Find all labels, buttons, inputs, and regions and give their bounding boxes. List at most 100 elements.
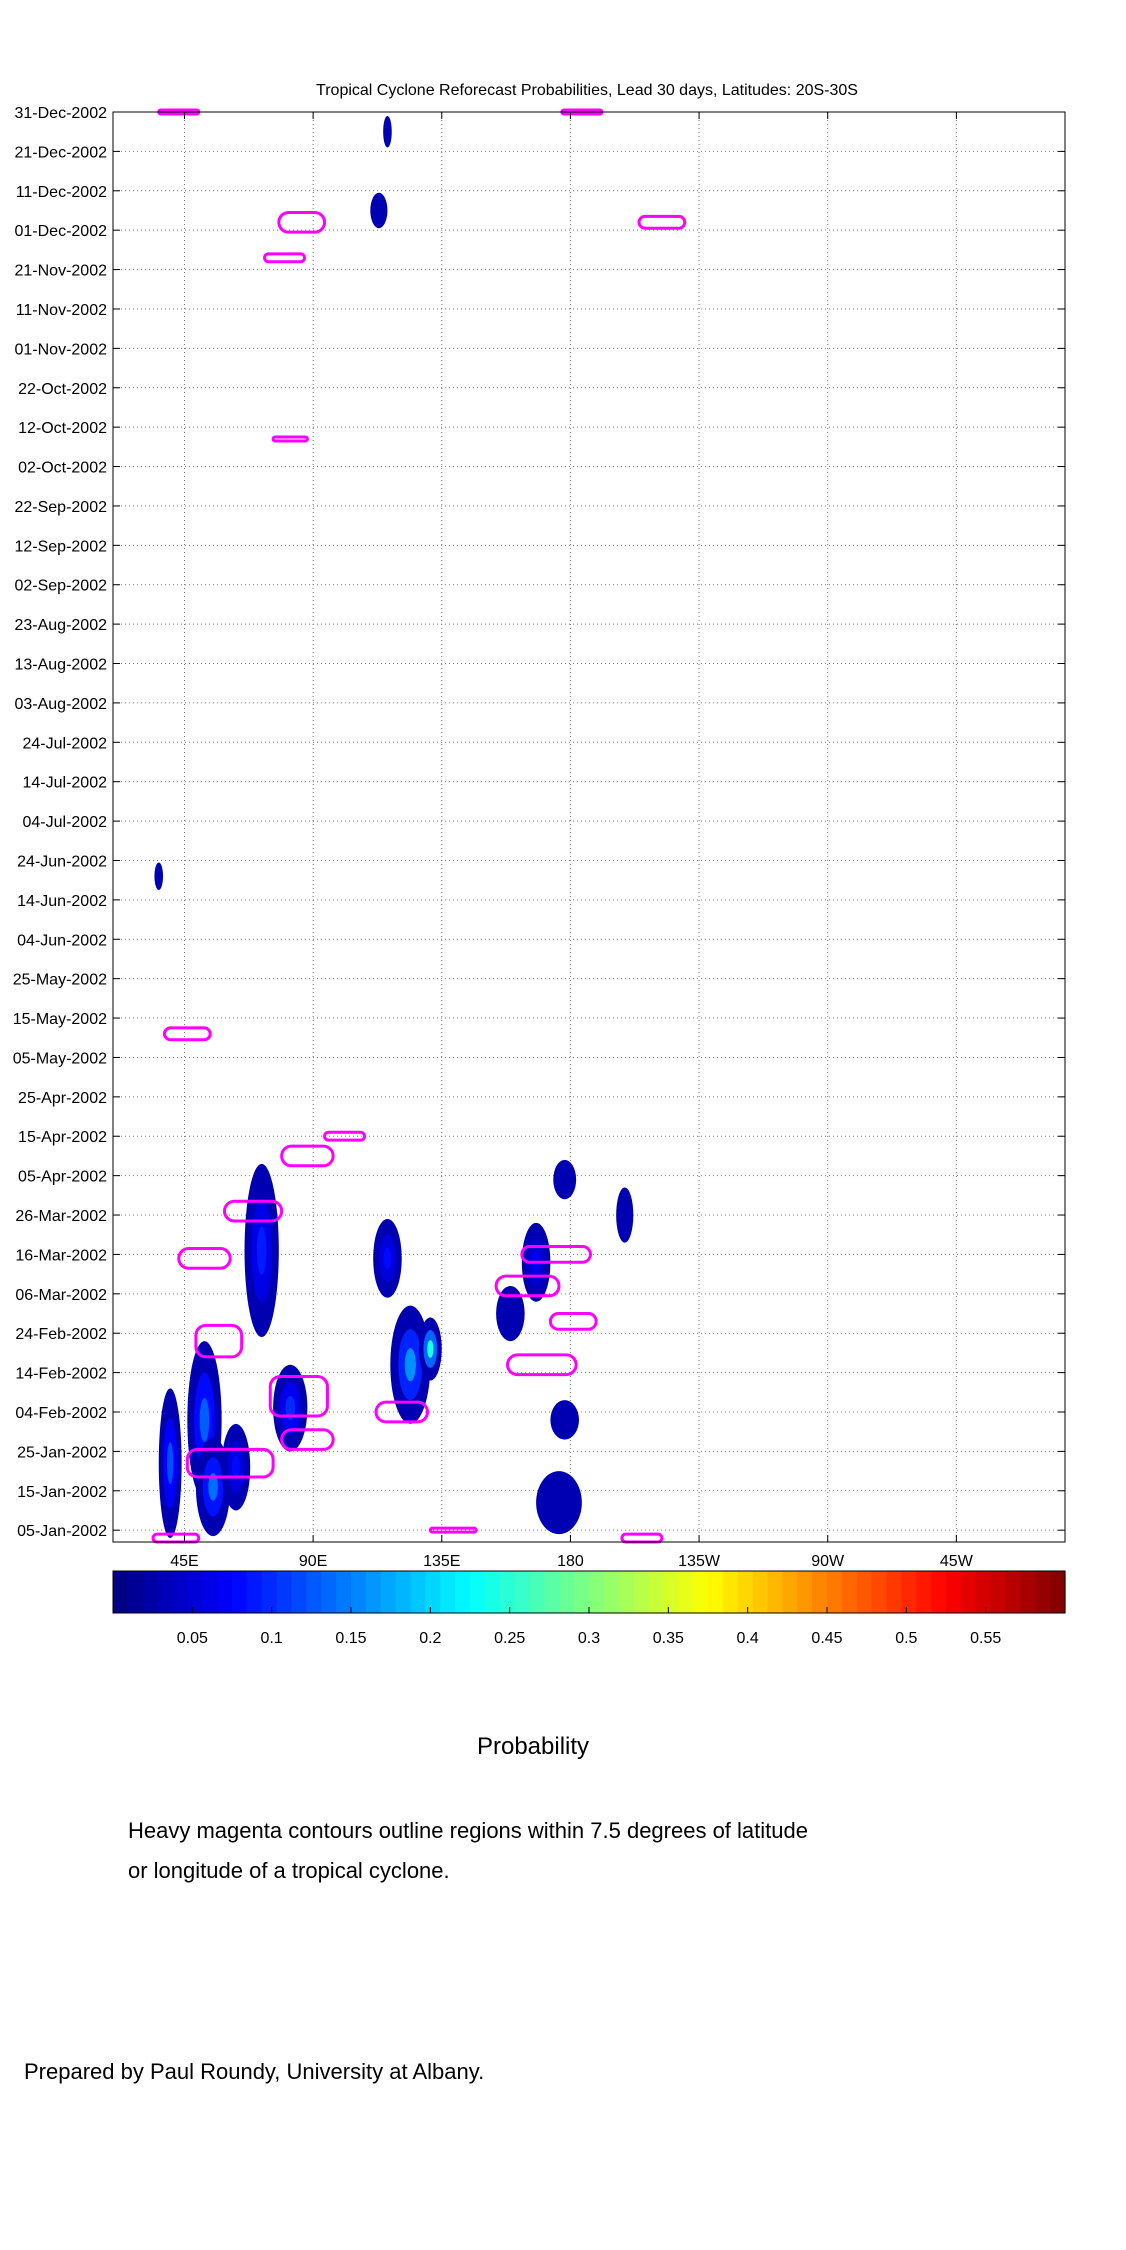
colorbar-swatch <box>470 1571 486 1613</box>
plot-frame <box>112 111 1066 1543</box>
chart-title: Tropical Cyclone Reforecast Probabilitie… <box>316 82 858 99</box>
probability-region <box>370 192 388 229</box>
colorbar-tick-label: 0.15 <box>335 1630 366 1647</box>
colorbar-swatch <box>946 1571 962 1613</box>
y-tick-label: 14-Feb-2002 <box>15 1366 107 1383</box>
probability-region-peak <box>256 1226 267 1275</box>
y-tick-label: 14-Jun-2002 <box>17 893 107 910</box>
colorbar-swatch <box>648 1571 664 1613</box>
cyclone-contour <box>506 1353 578 1377</box>
y-tick-label: 11-Dec-2002 <box>16 184 107 201</box>
y-tick-label: 02-Oct-2002 <box>18 460 107 477</box>
colorbar-swatch <box>425 1571 441 1613</box>
cyclone-contours <box>151 108 687 1544</box>
probability-region <box>616 1187 634 1243</box>
y-tick-label: 05-Apr-2002 <box>18 1169 107 1186</box>
colorbar-tick-label: 0.5 <box>895 1630 917 1647</box>
colorbar-swatch <box>990 1571 1007 1613</box>
colorbar-swatch <box>202 1571 218 1613</box>
y-tick-label: 05-May-2002 <box>13 1050 107 1067</box>
y-tick-label: 02-Sep-2002 <box>14 578 107 595</box>
prepared-by-credit: Prepared by Paul Roundy, University at A… <box>24 2059 485 2084</box>
x-tick-label: 45W <box>940 1553 974 1570</box>
colorbar-swatch <box>484 1571 501 1613</box>
colorbar-swatch <box>603 1571 620 1613</box>
probability-region-peak <box>285 1395 296 1421</box>
colorbar-swatch <box>127 1571 144 1613</box>
cyclone-contour <box>520 1245 592 1264</box>
x-axis: 45E 90E 135E 180 135W 90W 45W <box>170 112 974 1570</box>
colorbar-swatch <box>306 1571 322 1613</box>
y-tick-label: 23-Aug-2002 <box>14 617 107 634</box>
colorbar-tick-label: 0.2 <box>419 1630 441 1647</box>
colorbar-swatch <box>663 1571 679 1613</box>
colorbar-swatch <box>886 1571 902 1613</box>
colorbar-swatch <box>113 1571 129 1613</box>
colorbar-tick-label: 0.3 <box>578 1630 600 1647</box>
colorbar-swatch <box>931 1571 947 1613</box>
cyclone-contour <box>263 252 307 264</box>
cyclone-contour <box>268 1375 329 1418</box>
probability-region-peak <box>427 1340 434 1358</box>
colorbar-tick-label: 0.25 <box>494 1630 525 1647</box>
x-tick-label: 180 <box>557 1553 584 1570</box>
contour-note-line2: or longitude of a tropical cyclone. <box>128 1858 450 1883</box>
colorbar-swatch <box>514 1571 531 1613</box>
colorbar-swatch <box>722 1571 739 1613</box>
y-tick-label: 22-Sep-2002 <box>14 499 107 516</box>
y-tick-label: 15-May-2002 <box>13 1011 107 1028</box>
colorbar-swatch <box>841 1571 858 1613</box>
probability-region <box>496 1285 525 1342</box>
y-tick-label: 31-Dec-2002 <box>15 105 108 122</box>
y-tick-label: 25-Apr-2002 <box>18 1090 107 1107</box>
colorbar-swatch <box>960 1571 977 1613</box>
colorbar-swatch <box>232 1571 248 1613</box>
colorbar-swatch <box>142 1571 159 1613</box>
colorbar-swatch <box>633 1571 650 1613</box>
colorbar-swatch <box>752 1571 769 1613</box>
cyclone-contour <box>494 1274 561 1298</box>
colorbar-swatch <box>678 1571 694 1613</box>
cyclone-contour <box>194 1323 244 1359</box>
y-tick-label: 15-Jan-2002 <box>17 1484 107 1501</box>
colorbar-swatch <box>157 1571 174 1613</box>
colorbar-swatch <box>410 1571 426 1613</box>
y-tick-label: 14-Jul-2002 <box>23 775 108 792</box>
y-tick-label: 26-Mar-2002 <box>15 1208 107 1225</box>
colorbar-swatch <box>856 1571 873 1613</box>
y-tick-label: 24-Feb-2002 <box>15 1326 107 1343</box>
y-tick-label: 12-Oct-2002 <box>18 420 107 437</box>
cyclone-contour <box>185 1447 275 1479</box>
cyclone-contour <box>177 1247 232 1270</box>
y-tick-label: 03-Aug-2002 <box>14 696 107 713</box>
colorbar: 0.05 0.1 0.15 0.2 0.25 0.3 0.35 0.4 0.45 0.5 0.55 <box>112 1570 1066 1647</box>
y-tick-label: 05-Jan-2002 <box>17 1523 107 1540</box>
colorbar-swatch <box>767 1571 783 1613</box>
colorbar-swatch <box>1005 1571 1021 1613</box>
colorbar-swatch <box>871 1571 888 1613</box>
colorbar-swatch <box>589 1571 605 1613</box>
x-tick-label: 45E <box>170 1553 198 1570</box>
probability-region <box>553 1159 577 1200</box>
colorbar-swatch <box>276 1571 293 1613</box>
probability-region <box>383 115 392 148</box>
y-tick-label: 22-Oct-2002 <box>18 381 107 398</box>
x-tick-label: 135W <box>678 1553 721 1570</box>
colorbar-swatch <box>440 1571 456 1613</box>
colorbar-swatch <box>827 1571 843 1613</box>
y-tick-label: 21-Nov-2002 <box>15 263 108 280</box>
y-tick-label: 12-Sep-2002 <box>14 538 107 555</box>
y-tick-label: 04-Jul-2002 <box>23 814 108 831</box>
y-tick-label: 25-Jan-2002 <box>17 1444 107 1461</box>
cyclone-contour <box>222 1199 284 1223</box>
colorbar-swatch <box>916 1571 932 1613</box>
probability-region-peak <box>231 1455 240 1480</box>
colorbar-tick-label: 0.4 <box>737 1630 759 1647</box>
colorbar-swatch <box>975 1571 992 1613</box>
colorbar-swatch <box>291 1571 307 1613</box>
colorbar-swatch <box>618 1571 635 1613</box>
x-tick-label: 135E <box>423 1553 460 1570</box>
colorbar-swatch <box>544 1571 560 1613</box>
y-tick-label: 15-Apr-2002 <box>18 1129 107 1146</box>
